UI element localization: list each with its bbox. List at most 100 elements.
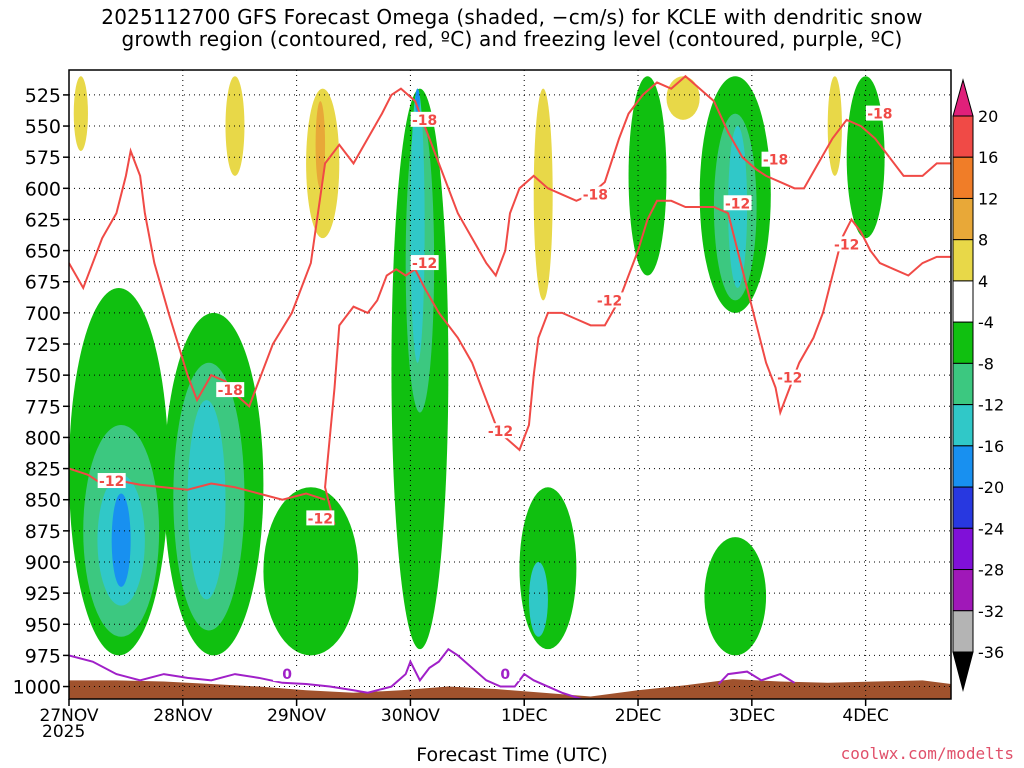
contour-label-3: -18 (763, 153, 788, 169)
colorbar-label-12: -32 (978, 602, 1004, 621)
contour-label-2: -18 (583, 188, 608, 204)
omega-area-cyan-28nov-low (187, 400, 226, 600)
contour-label-6: -12 (597, 293, 622, 309)
colorbar-label-7: -12 (978, 396, 1004, 415)
contour-label-bg-12 (306, 510, 335, 526)
contour-label-10: -12 (777, 371, 802, 387)
colorbar-label-4: 4 (978, 272, 988, 291)
contour-label-bg-2 (581, 186, 610, 202)
contour-freezing-level-0 (69, 647, 582, 699)
colorbar-label-9: -20 (978, 478, 1004, 497)
y-tick-label-800: 800 (25, 427, 61, 449)
y-tick-label-525: 525 (25, 85, 61, 107)
colorbar-bin-12 (952, 569, 974, 612)
colorbar-label-5: -4 (978, 313, 994, 332)
y-tick-label-850: 850 (25, 490, 61, 512)
y-tick-label-750: 750 (25, 365, 61, 387)
x-tick-label-3DEC: 3DEC (729, 706, 776, 726)
contour-label-bg-14 (491, 666, 520, 682)
contour-label-0: -18 (412, 113, 437, 129)
contour-freezing-level-0-3dec (717, 670, 796, 685)
colorbar-label-6: -8 (978, 354, 994, 373)
y-tick-label-950: 950 (25, 614, 61, 636)
credit-link[interactable]: coolwx.com/modelts (840, 744, 1014, 763)
y-tick-label-775: 775 (25, 396, 61, 418)
x-tick-label-28NOV: 28NOV (153, 706, 212, 726)
contour-label-bg-6 (595, 292, 624, 308)
y-tick-label-550: 550 (25, 116, 61, 138)
omega-area-orange-29nov-upper (315, 101, 326, 189)
contour-label-7: -12 (488, 424, 513, 440)
contour-label-12: -12 (308, 511, 333, 527)
colorbar-label-10: -24 (978, 519, 1004, 538)
contour-label-14: 0 (500, 667, 510, 683)
x-tick-label-29NOV: 29NOV (267, 706, 326, 726)
colorbar-bin-11 (952, 527, 974, 571)
contour-label-bg-8 (723, 195, 752, 211)
omega-area-cyan-30nov-column (410, 88, 425, 363)
colorbar-bin-1 (952, 115, 974, 158)
colorbar-bin-8 (952, 404, 974, 447)
y-tick-label-625: 625 (25, 209, 61, 231)
y-tick-label-1000: 1000 (13, 677, 61, 699)
colorbar-label-11: -28 (978, 561, 1004, 580)
x-axis-title: Forecast Time (UTC) (416, 744, 608, 766)
chart-title: 2025112700 GFS Forecast Omega (shaded, −… (0, 6, 1024, 50)
omega-area-blue-30nov-core (415, 88, 420, 114)
omega-area-yellow-27nov-upper (73, 76, 88, 151)
colorbar-bin-top (952, 78, 974, 117)
contour-label-5: -12 (412, 256, 437, 272)
omega-area-blue-27nov-core (111, 493, 131, 587)
chart-title-line-1: 2025112700 GFS Forecast Omega (shaded, −… (101, 5, 923, 29)
x-tick-label-1DEC: 1DEC (501, 706, 548, 726)
colorbar-bin-13 (952, 610, 974, 653)
x-axis: 27NOV 28NOV 29NOV 30NOV 1DEC 2DEC 3DEC 4DEC (39, 699, 889, 726)
contour-dgz-minus12-mid (324, 199, 951, 525)
colorbar-label-3: 8 (978, 231, 988, 250)
plot-frame (68, 69, 952, 700)
y-tick-label-600: 600 (25, 178, 61, 200)
y-tick-label-725: 725 (25, 334, 61, 356)
surface-terrain (69, 679, 951, 699)
omega-area-yellow-2dec-upper (666, 76, 700, 120)
colorbar-bin-6 (952, 321, 974, 364)
contour-label-bg-0 (410, 111, 439, 127)
x-tick-label-30NOV: 30NOV (381, 706, 440, 726)
y-tick-label-650: 650 (25, 241, 61, 263)
contour-label-bg-10 (775, 369, 804, 385)
x-tick-label-2DEC: 2DEC (615, 706, 662, 726)
contour-label-8: -12 (725, 196, 750, 212)
contour-label-13: 0 (282, 667, 292, 683)
y-tick-label-900: 900 (25, 552, 61, 574)
contour-labels: -18 -18 -18 -18 -18 -12 -12 -12 -12 -12 -12 -12 -12 0… (97, 105, 894, 683)
omega-area-yellow-1dec-upper (533, 88, 553, 301)
contour-dgz-minus18-upper (69, 74, 951, 408)
omega-area-green-29nov-low (263, 487, 359, 656)
contour-label-bg-5 (410, 255, 439, 271)
omega-area-green-1dec-low (519, 487, 577, 650)
contour-label-bg-9 (832, 236, 861, 252)
contour-label-bg-11 (97, 473, 126, 489)
omega-area-green-3dec-low (704, 537, 767, 656)
y-axis: 525 550 575 600 625 650 675 700 725 750 775 800 825 8… (13, 85, 69, 699)
y-tick-label-975: 975 (25, 645, 61, 667)
colorbar-label-0: 20 (978, 107, 998, 126)
y-tick-label-700: 700 (25, 303, 61, 325)
colorbar-label-13: -36 (978, 643, 1004, 662)
contour-label-bg-7 (486, 423, 515, 439)
x-tick-label-27NOV: 27NOV (39, 706, 98, 726)
colorbar-label-1: 16 (978, 148, 998, 167)
colorbar-bin-4 (952, 239, 974, 282)
contour-label-bg-13 (273, 666, 302, 682)
contour-label-1: -18 (218, 383, 243, 399)
y-tick-label-575: 575 (25, 147, 61, 169)
colorbar-bin-10 (952, 486, 974, 529)
contour-label-bg-4 (865, 105, 894, 121)
y-tick-label-825: 825 (25, 459, 61, 481)
colorbar-bin-5 (952, 280, 974, 323)
omega-area-cyan-1dec-low (528, 561, 548, 637)
colorbar-label-8: -16 (978, 437, 1004, 456)
chart-title-line-2: growth region (contoured, red, ºC) and f… (121, 27, 903, 51)
colorbar-bin-7 (952, 362, 974, 406)
